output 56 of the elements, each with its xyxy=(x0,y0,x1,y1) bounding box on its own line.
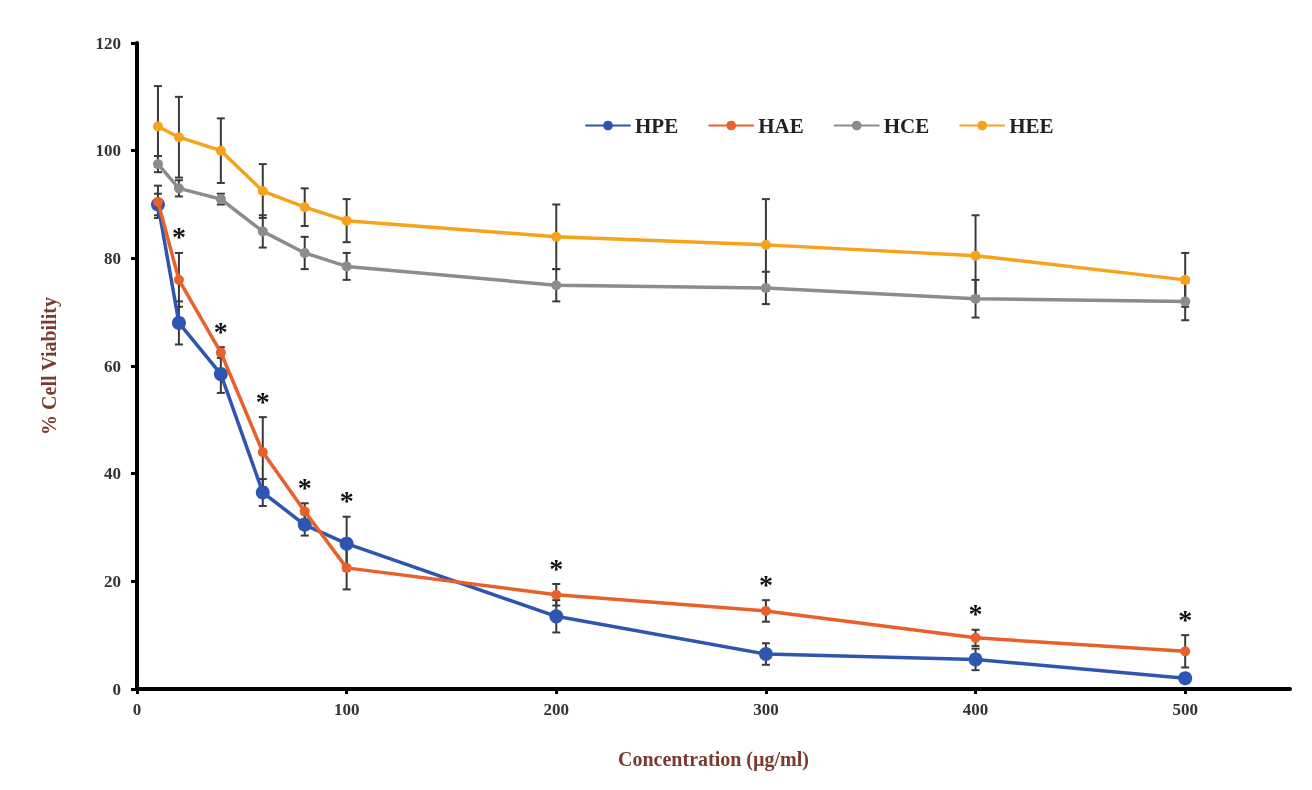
annotation: * xyxy=(171,221,186,253)
point xyxy=(339,536,354,551)
x-axis-title: Concentration (µg/ml) xyxy=(618,748,809,771)
x-tick-label: 400 xyxy=(962,700,989,719)
annotation: * xyxy=(968,598,983,630)
point xyxy=(760,605,771,616)
point xyxy=(152,121,163,132)
point xyxy=(758,647,773,661)
point xyxy=(1180,646,1191,657)
point xyxy=(299,202,310,213)
annotation: * xyxy=(549,552,564,584)
point xyxy=(173,183,184,194)
y-tick-label: 80 xyxy=(104,248,121,268)
y-tick-label: 100 xyxy=(95,141,121,161)
point xyxy=(152,159,163,170)
annotation: * xyxy=(339,485,354,517)
y-tick-label: 20 xyxy=(104,571,121,591)
y-tick-label: 40 xyxy=(104,464,121,484)
point xyxy=(1178,671,1193,686)
point xyxy=(968,652,983,667)
annotation: * xyxy=(758,568,773,600)
point xyxy=(551,231,562,242)
point xyxy=(257,186,268,197)
annotation: * xyxy=(1178,603,1193,635)
point xyxy=(970,632,981,643)
point xyxy=(257,226,268,237)
y-tick-label: 120 xyxy=(95,33,121,53)
point xyxy=(551,280,562,291)
point xyxy=(173,274,184,285)
annotation: * xyxy=(213,315,228,347)
annotation: * xyxy=(297,471,312,503)
x-tick-label: 300 xyxy=(753,700,779,719)
y-axis-title: % Cell Viability xyxy=(38,297,61,435)
legend-label: HEE xyxy=(1009,113,1054,138)
point xyxy=(257,447,268,458)
point xyxy=(215,145,226,156)
legend-label: HPE xyxy=(635,113,679,138)
x-tick-label: 200 xyxy=(543,700,570,719)
point xyxy=(341,261,352,272)
point xyxy=(173,132,184,143)
annotation: * xyxy=(255,385,270,417)
point xyxy=(341,215,352,226)
legend-label: HCE xyxy=(883,113,930,138)
y-tick-label: 0 xyxy=(112,679,121,699)
point xyxy=(213,367,228,382)
x-tick-label: 0 xyxy=(132,700,142,719)
point xyxy=(299,247,310,258)
x-tick-label: 100 xyxy=(333,700,360,719)
point xyxy=(549,609,564,624)
x-tick-label: 500 xyxy=(1172,700,1198,719)
y-tick-label: 60 xyxy=(104,356,121,376)
point xyxy=(970,250,981,261)
legend-label: HAE xyxy=(758,113,804,138)
point xyxy=(171,315,186,330)
point xyxy=(760,239,771,250)
point xyxy=(152,196,163,207)
